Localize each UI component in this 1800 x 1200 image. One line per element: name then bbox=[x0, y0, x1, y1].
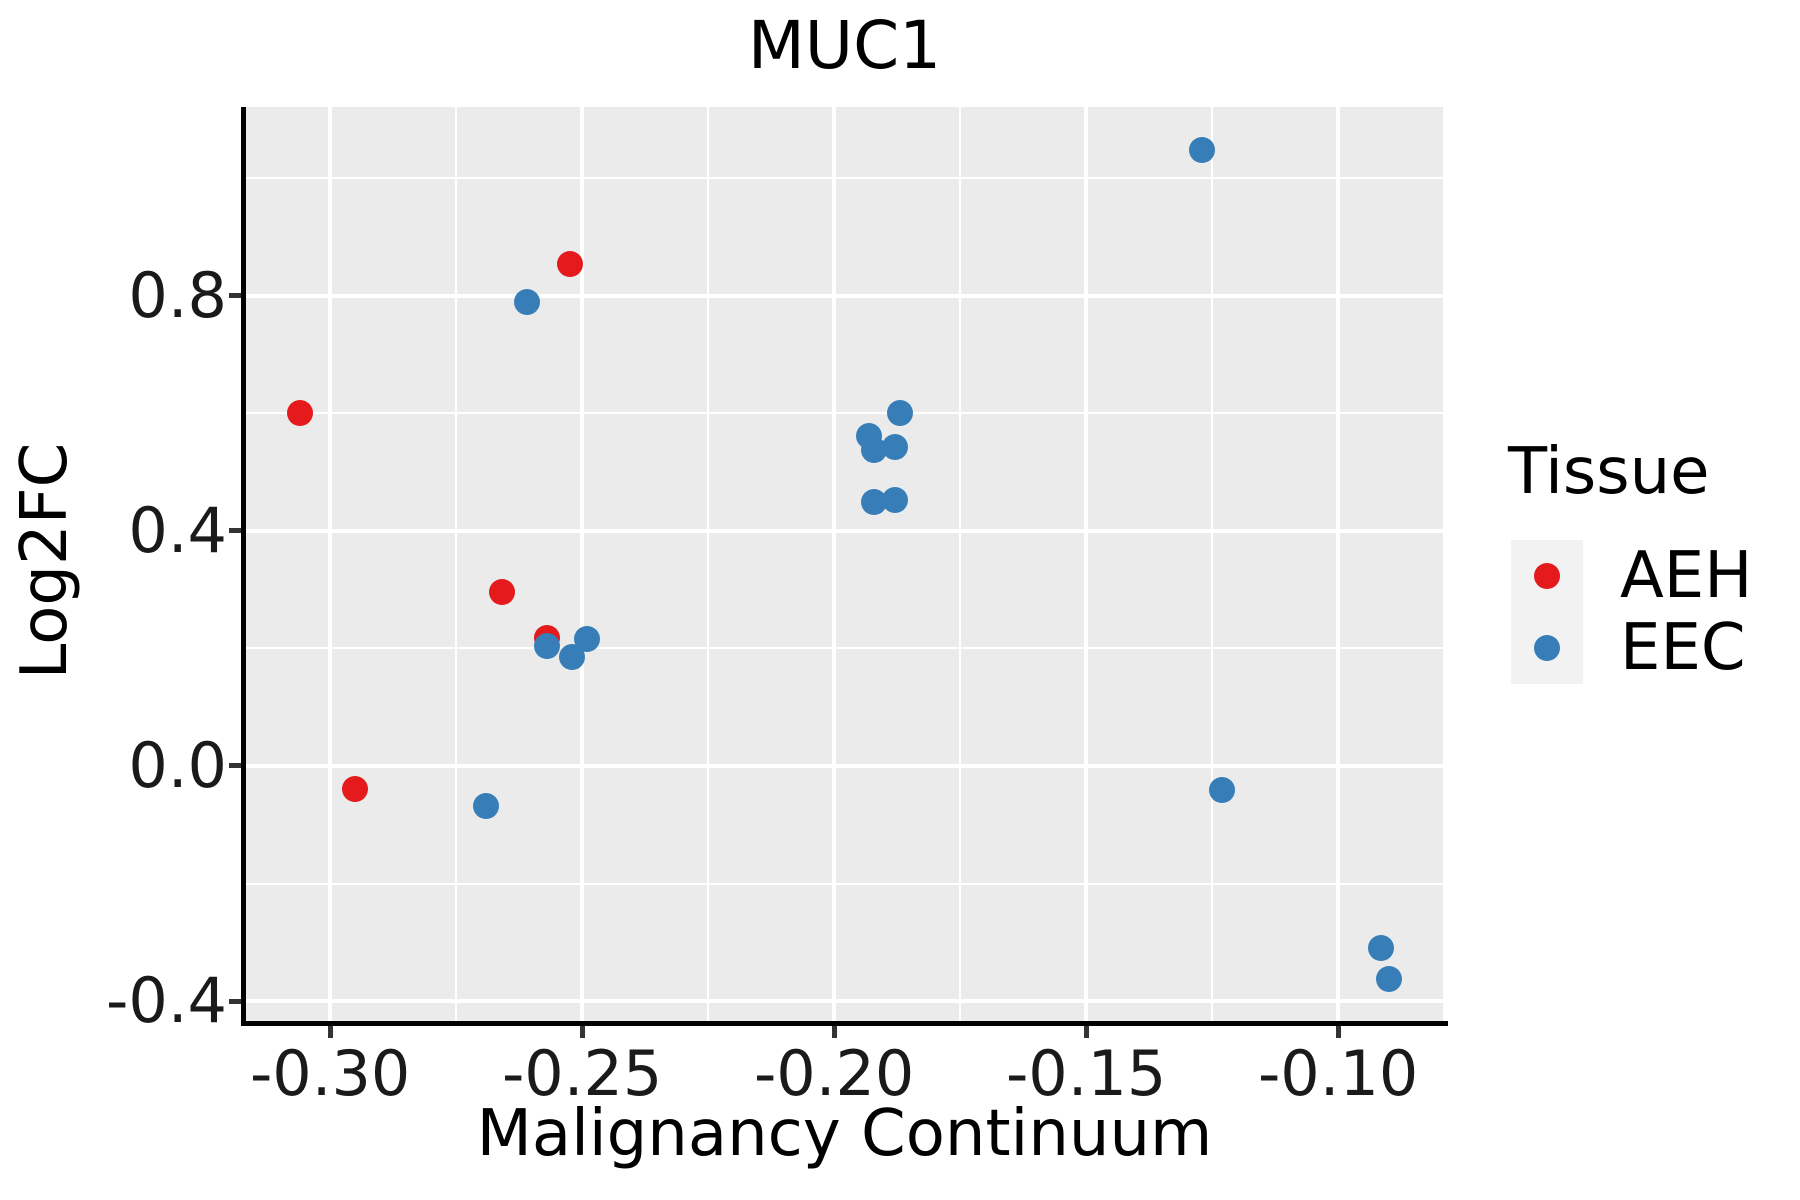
data-point-eec bbox=[886, 400, 913, 427]
legend-marker-eec-icon bbox=[1534, 635, 1560, 661]
gridline-major-horizontal bbox=[246, 293, 1443, 298]
x-axis-title: Malignancy Continuum bbox=[476, 1097, 1213, 1171]
y-tick-label: 0.8 bbox=[128, 258, 227, 332]
data-point-eec bbox=[513, 288, 540, 315]
gridline-minor-horizontal bbox=[246, 647, 1443, 650]
data-point-eec bbox=[1375, 966, 1402, 993]
data-point-aeh bbox=[342, 775, 369, 802]
gridline-major-vertical bbox=[580, 107, 585, 1021]
y-tick-mark bbox=[229, 293, 241, 299]
legend-title: Tissue bbox=[1508, 435, 1710, 509]
x-tick-mark bbox=[1335, 1026, 1341, 1038]
y-tick-label: -0.4 bbox=[106, 964, 227, 1038]
data-point-eec bbox=[1209, 777, 1236, 804]
x-tick-mark bbox=[579, 1026, 585, 1038]
gridline-minor-horizontal bbox=[246, 882, 1443, 885]
y-tick-mark bbox=[229, 528, 241, 534]
data-point-eec bbox=[1189, 136, 1216, 163]
data-point-aeh bbox=[286, 400, 313, 427]
legend-marker-aeh-icon bbox=[1534, 563, 1560, 589]
y-tick-label: 0.0 bbox=[128, 728, 227, 802]
gridline-minor-horizontal bbox=[246, 412, 1443, 415]
x-tick-label: -0.15 bbox=[1005, 1037, 1167, 1110]
data-point-aeh bbox=[556, 250, 583, 277]
x-tick-label: -0.10 bbox=[1257, 1037, 1419, 1110]
legend-key-aeh bbox=[1511, 540, 1583, 612]
x-tick-mark bbox=[1083, 1026, 1089, 1038]
legend-key-eec bbox=[1511, 612, 1583, 684]
chart-title: MUC1 bbox=[747, 7, 942, 84]
y-tick-mark bbox=[229, 763, 241, 769]
data-point-eec bbox=[574, 626, 601, 653]
gridline-minor-vertical bbox=[707, 107, 710, 1021]
data-point-eec bbox=[881, 487, 908, 514]
gridline-major-horizontal bbox=[246, 528, 1443, 533]
gridline-minor-vertical bbox=[455, 107, 458, 1021]
gridline-minor-vertical bbox=[959, 107, 962, 1021]
gridline-minor-vertical bbox=[1211, 107, 1214, 1021]
legend-item-aeh: AEH bbox=[1620, 539, 1753, 613]
data-point-eec bbox=[533, 633, 560, 660]
y-tick-label: 0.4 bbox=[128, 493, 227, 567]
x-axis-line bbox=[241, 1021, 1448, 1026]
x-tick-label: -0.30 bbox=[249, 1037, 411, 1110]
legend-item-eec: EEC bbox=[1620, 611, 1746, 685]
x-tick-mark bbox=[831, 1026, 837, 1038]
data-point-eec bbox=[1368, 935, 1394, 962]
x-tick-mark bbox=[327, 1026, 333, 1038]
gridline-major-vertical bbox=[328, 107, 333, 1021]
gridline-minor-horizontal bbox=[246, 177, 1443, 180]
gridline-major-vertical bbox=[832, 107, 837, 1021]
y-tick-mark bbox=[229, 998, 241, 1004]
x-tick-label: -0.20 bbox=[753, 1037, 915, 1110]
gridline-major-horizontal bbox=[246, 999, 1443, 1004]
plot-panel bbox=[246, 107, 1443, 1021]
gridline-major-vertical bbox=[1336, 107, 1341, 1021]
x-tick-label: -0.25 bbox=[501, 1037, 663, 1110]
data-point-eec bbox=[473, 792, 500, 819]
gridline-major-vertical bbox=[1084, 107, 1089, 1021]
data-point-aeh bbox=[488, 579, 515, 606]
data-point-eec bbox=[881, 433, 908, 460]
y-axis-line bbox=[241, 107, 246, 1026]
gridline-major-horizontal bbox=[246, 763, 1443, 768]
